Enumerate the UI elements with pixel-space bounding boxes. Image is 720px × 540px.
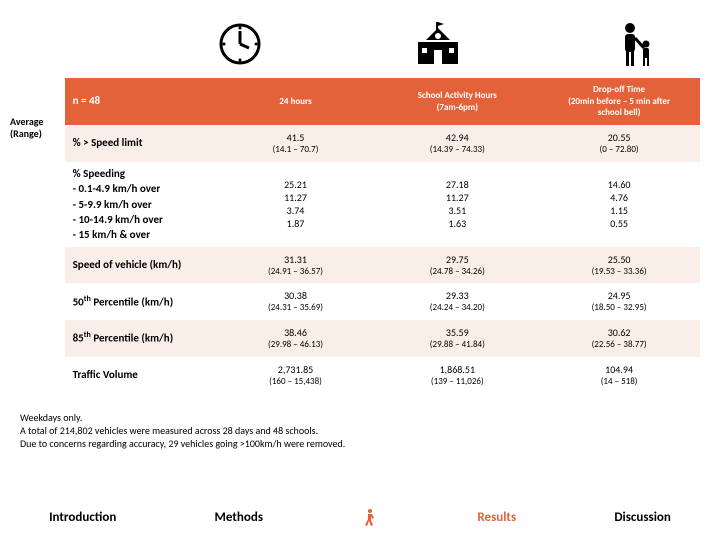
cell: 31.31(24.91 – 36.57) [215, 247, 377, 284]
cell: 2,731.85(160 – 15,438) [215, 357, 377, 394]
school-icon [414, 20, 462, 68]
nav-methods[interactable]: Methods [215, 510, 263, 525]
nav-intro[interactable]: Introduction [49, 510, 116, 525]
cell: 41.5(14.1 – 70.7) [215, 125, 377, 162]
side-label-l2: (Range) [10, 127, 42, 140]
row-label: 50th Percentile (km/h) [65, 283, 215, 320]
clock-icon [216, 20, 264, 68]
row-label: Speed of vehicle (km/h) [65, 247, 215, 284]
row-label: 85th Percentile (km/h) [65, 320, 215, 357]
cell: 24.95(18.50 – 32.95) [538, 283, 700, 320]
th-dropoff: Drop-off Time(20min before – 5 min after… [538, 78, 700, 125]
row-label: % Speeding- 0.1-4.9 km/h over- 5-9.9 km/… [65, 162, 215, 247]
nav-discussion[interactable]: Discussion [614, 510, 671, 525]
cell: 29.75(24.78 – 34.26) [376, 247, 538, 284]
row-label: % > Speed limit [65, 125, 215, 162]
table-row: % > Speed limit41.5(14.1 – 70.7)42.94(14… [65, 125, 700, 162]
cell: 30.62(22.56 – 38.77) [538, 320, 700, 357]
table-row: % Speeding- 0.1-4.9 km/h over- 5-9.9 km/… [65, 162, 700, 247]
th-n: n = 48 [65, 78, 215, 125]
footnote-l3: Due to concerns regarding accuracy, 29 v… [20, 437, 720, 450]
cell: 104.94(14 – 518) [538, 357, 700, 394]
th-school: School Activity Hours(7am-6pm) [376, 78, 538, 125]
table-row: Speed of vehicle (km/h)31.31(24.91 – 36.… [65, 247, 700, 284]
data-table: n = 48 24 hours School Activity Hours(7a… [65, 78, 700, 393]
row-label: Traffic Volume [65, 357, 215, 394]
cell: 30.38(24.31 – 35.69) [215, 283, 377, 320]
table-row: 50th Percentile (km/h)30.38(24.31 – 35.6… [65, 283, 700, 320]
cell: 27.18 11.27 3.51 1.63 [376, 162, 538, 247]
cell: 20.55(0 – 72.80) [538, 125, 700, 162]
nav-bar: Introduction Methods Results Discussion [0, 508, 720, 526]
table-header-row: n = 48 24 hours School Activity Hours(7a… [65, 78, 700, 125]
footnote-l2: A total of 214,802 vehicles were measure… [20, 424, 720, 437]
side-label: Average (Range) [10, 78, 65, 393]
parent-child-icon [612, 20, 660, 68]
cell: 29.33(24.24 – 34.20) [376, 283, 538, 320]
cell: 14.60 4.76 1.15 0.55 [538, 162, 700, 247]
cell: 25.50(19.53 – 33.36) [538, 247, 700, 284]
footnote-l1: Weekdays only. [20, 411, 720, 424]
cell: 38.46(29.98 – 46.13) [215, 320, 377, 357]
th-24h: 24 hours [215, 78, 377, 125]
cell: 1,868.51(139 – 11,026) [376, 357, 538, 394]
footnote: Weekdays only. A total of 214,802 vehicl… [0, 393, 720, 450]
walking-icon [361, 508, 379, 526]
table-row: Traffic Volume2,731.85(160 – 15,438)1,86… [65, 357, 700, 394]
table-row: 85th Percentile (km/h)38.46(29.98 – 46.1… [65, 320, 700, 357]
cell: 25.21 11.27 3.74 1.87 [215, 162, 377, 247]
cell: 35.59(29.88 – 41.84) [376, 320, 538, 357]
icon-row [0, 0, 720, 78]
nav-results[interactable]: Results [477, 510, 516, 525]
cell: 42.94(14.39 – 74.33) [376, 125, 538, 162]
